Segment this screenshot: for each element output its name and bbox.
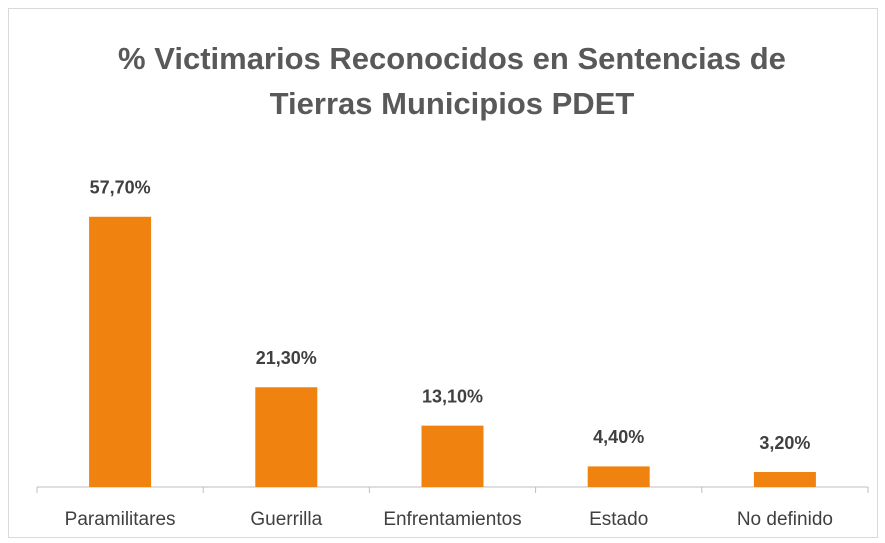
bar (89, 216, 152, 487)
x-tick-label: No definido (737, 509, 833, 530)
data-label: 4,40% (593, 427, 644, 447)
x-tick-label: Estado (589, 509, 648, 530)
data-label: 57,70% (90, 178, 151, 198)
data-label: 21,30% (256, 348, 317, 368)
x-tick-label: Enfrentamientos (383, 509, 521, 530)
bar (421, 425, 484, 487)
data-label: 3,20% (759, 433, 810, 453)
x-tick-label: Paramilitares (65, 509, 176, 530)
x-tick-label: Guerrilla (250, 509, 322, 530)
chart-frame (8, 8, 878, 538)
bar (753, 472, 816, 487)
bar (255, 387, 318, 487)
chart-title: % Victimarios Reconocidos en Sentencias … (118, 41, 786, 121)
data-label: 13,10% (422, 386, 483, 406)
bar (587, 466, 650, 487)
